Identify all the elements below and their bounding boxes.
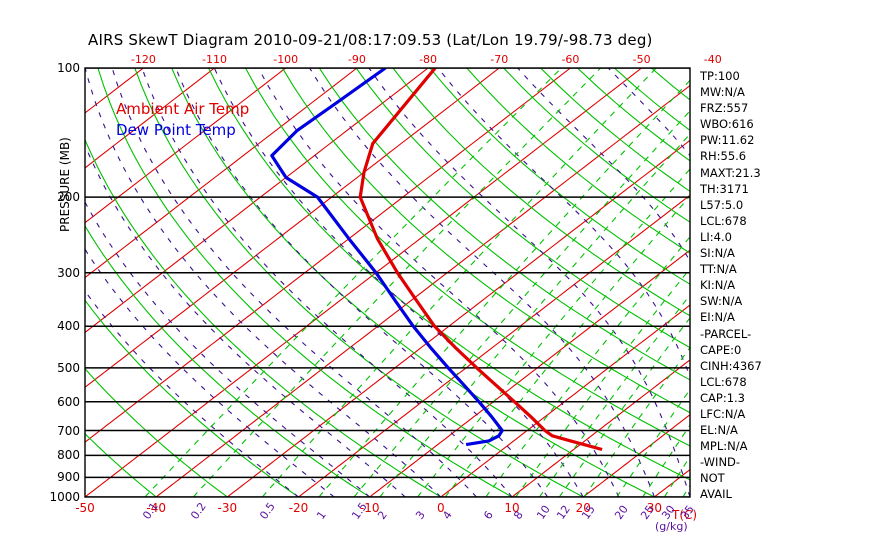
pressure-tick-100: 100 [57,61,80,75]
parameter-rh-55.6: RH:55.6 [700,149,747,164]
parameter-ki-n-a: KI:N/A [700,278,736,293]
parameter-tp-100: TP:100 [700,69,740,83]
parameter-lcl-678: LCL:678 [700,213,747,228]
sounding-curves [270,68,603,452]
pressure-tick-500: 500 [57,360,80,375]
bottom-temp-tick--20: -20 [288,501,309,515]
bottom-temp-tick--40: -40 [146,501,166,515]
pressure-tick-1000: 1000 [49,490,80,504]
top-temp-tick--60: -60 [561,53,580,66]
parameter-li-4.0: LI:4.0 [700,229,732,244]
parameter--parcel-: -PARCEL- [700,326,752,341]
parameter-avail: AVAIL [700,487,732,502]
bottom-temp-tick-30: 30 [646,501,663,515]
pressure-tick-900: 900 [57,470,80,485]
top-temp-tick--90: -90 [347,53,366,66]
parameter-tt-n-a: TT:N/A [700,262,737,277]
parameter-pw-11.62: PW:11.62 [700,133,755,148]
plot-border [84,67,691,498]
parameter-cape-0: CAPE:0 [700,342,742,357]
parameter-l57-5.0: L57:5.0 [700,197,744,212]
isobar-lines [85,68,690,497]
parameter-frz-557: FRZ:557 [700,101,749,116]
bottom-temp-tick-10: 10 [504,501,520,515]
x-axis-mixing-ratio-label: (g/kg) [655,520,688,533]
parameter-el-n-a: EL:N/A [700,423,738,438]
top-temp-tick--110: -110 [202,53,228,66]
bottom-temp-tick-0: 0 [437,501,445,515]
parameter-not: NOT [700,471,725,486]
parameter-maxt-21.3: MAXT:21.3 [700,165,761,180]
parameter-sw-n-a: SW:N/A [700,294,743,309]
pressure-tick-400: 400 [57,319,80,334]
bottom-temp-tick-20: 20 [575,501,591,515]
pressure-tick-600: 600 [57,394,80,409]
grid-lines [85,68,690,497]
top-temp-tick--120: -120 [130,53,156,66]
parameter-mpl-n-a: MPL:N/A [700,439,748,454]
parameter-cinh-4367: CINH:4367 [700,358,762,373]
pressure-tick-700: 700 [57,423,80,438]
top-temp-tick--50: -50 [632,53,651,66]
legend-ambient-air-temp: Ambient Air Temp [116,100,250,118]
pressure-tick-800: 800 [57,448,80,463]
parameter-panel: TP:100 MW:N/A FRZ:557 WBO:616 PW:11.62 RH:55.… [700,68,810,503]
parameter-lcl-678: LCL:678 [700,374,747,389]
bottom-temp-tick--10: -10 [359,501,380,515]
parameter-wbo-616: WBO:616 [700,117,754,132]
parameter-ei-n-a: EI:N/A [700,310,735,325]
top-temp-tick--100: -100 [273,53,299,66]
top-temp-tick--40: -40 [703,53,722,66]
top-temp-tick--80: -80 [419,53,438,66]
parameter-mw-n-a: MW:N/A [700,85,745,100]
parameter-cap-1.3: CAP:1.3 [700,390,745,405]
legend-dew-point-temp: Dew Point Temp [116,121,236,139]
bottom-temp-tick--30: -30 [217,501,238,515]
pressure-tick-200: 200 [57,190,80,205]
parameter-th-3171: TH:3171 [700,181,749,196]
parameter--wind-: -WIND- [700,455,741,470]
x-axis-temperature-label: T(C) [672,508,698,522]
parameter-lfc-n-a: LFC:N/A [700,406,746,421]
y-axis-label: PRESSURE (MB) [58,137,72,232]
bottom-temp-tick--50: -50 [75,501,95,515]
top-temp-tick--70: -70 [490,53,509,66]
page-title: AIRS SkewT Diagram 2010-09-21/08:17:09.5… [88,31,653,49]
parameter-si-n-a: SI:N/A [700,246,735,261]
pressure-tick-300: 300 [57,265,80,280]
